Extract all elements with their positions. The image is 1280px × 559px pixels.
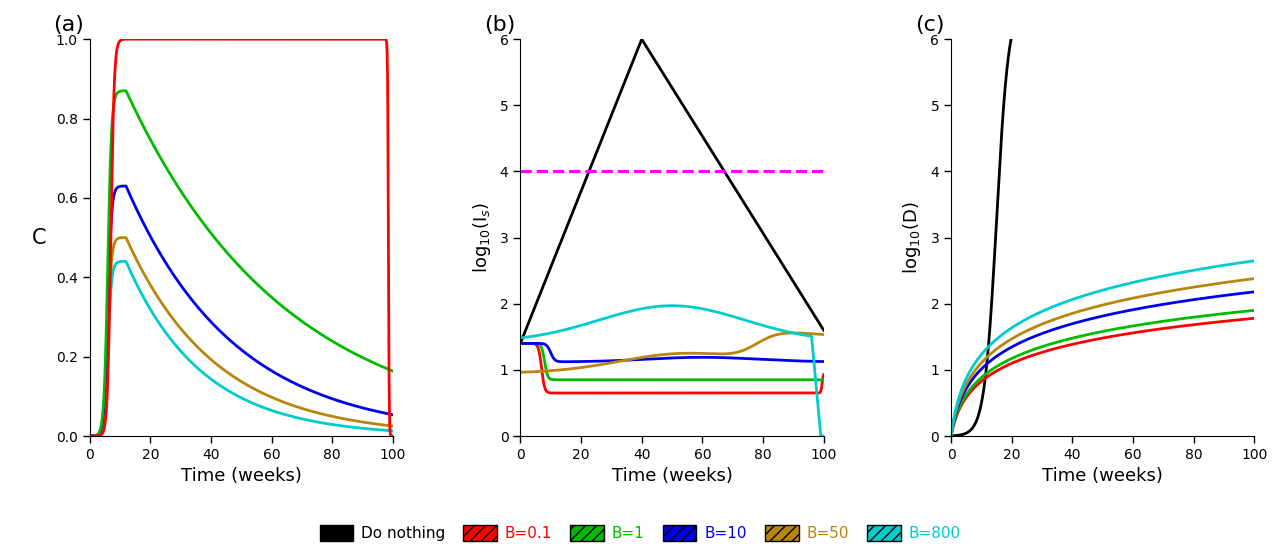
Legend: Do nothing, B=0.1, B=1, B=10, B=50, B=800: Do nothing, B=0.1, B=1, B=10, B=50, B=80… xyxy=(315,520,965,546)
Y-axis label: C: C xyxy=(32,228,46,248)
Text: (b): (b) xyxy=(484,15,516,35)
Y-axis label: log$_{10}$(I$_s$): log$_{10}$(I$_s$) xyxy=(471,202,493,273)
X-axis label: Time (weeks): Time (weeks) xyxy=(180,467,302,485)
Text: (c): (c) xyxy=(915,15,945,35)
Text: (a): (a) xyxy=(54,15,84,35)
X-axis label: Time (weeks): Time (weeks) xyxy=(1042,467,1164,485)
Y-axis label: log$_{10}$(D): log$_{10}$(D) xyxy=(901,201,923,274)
X-axis label: Time (weeks): Time (weeks) xyxy=(612,467,732,485)
